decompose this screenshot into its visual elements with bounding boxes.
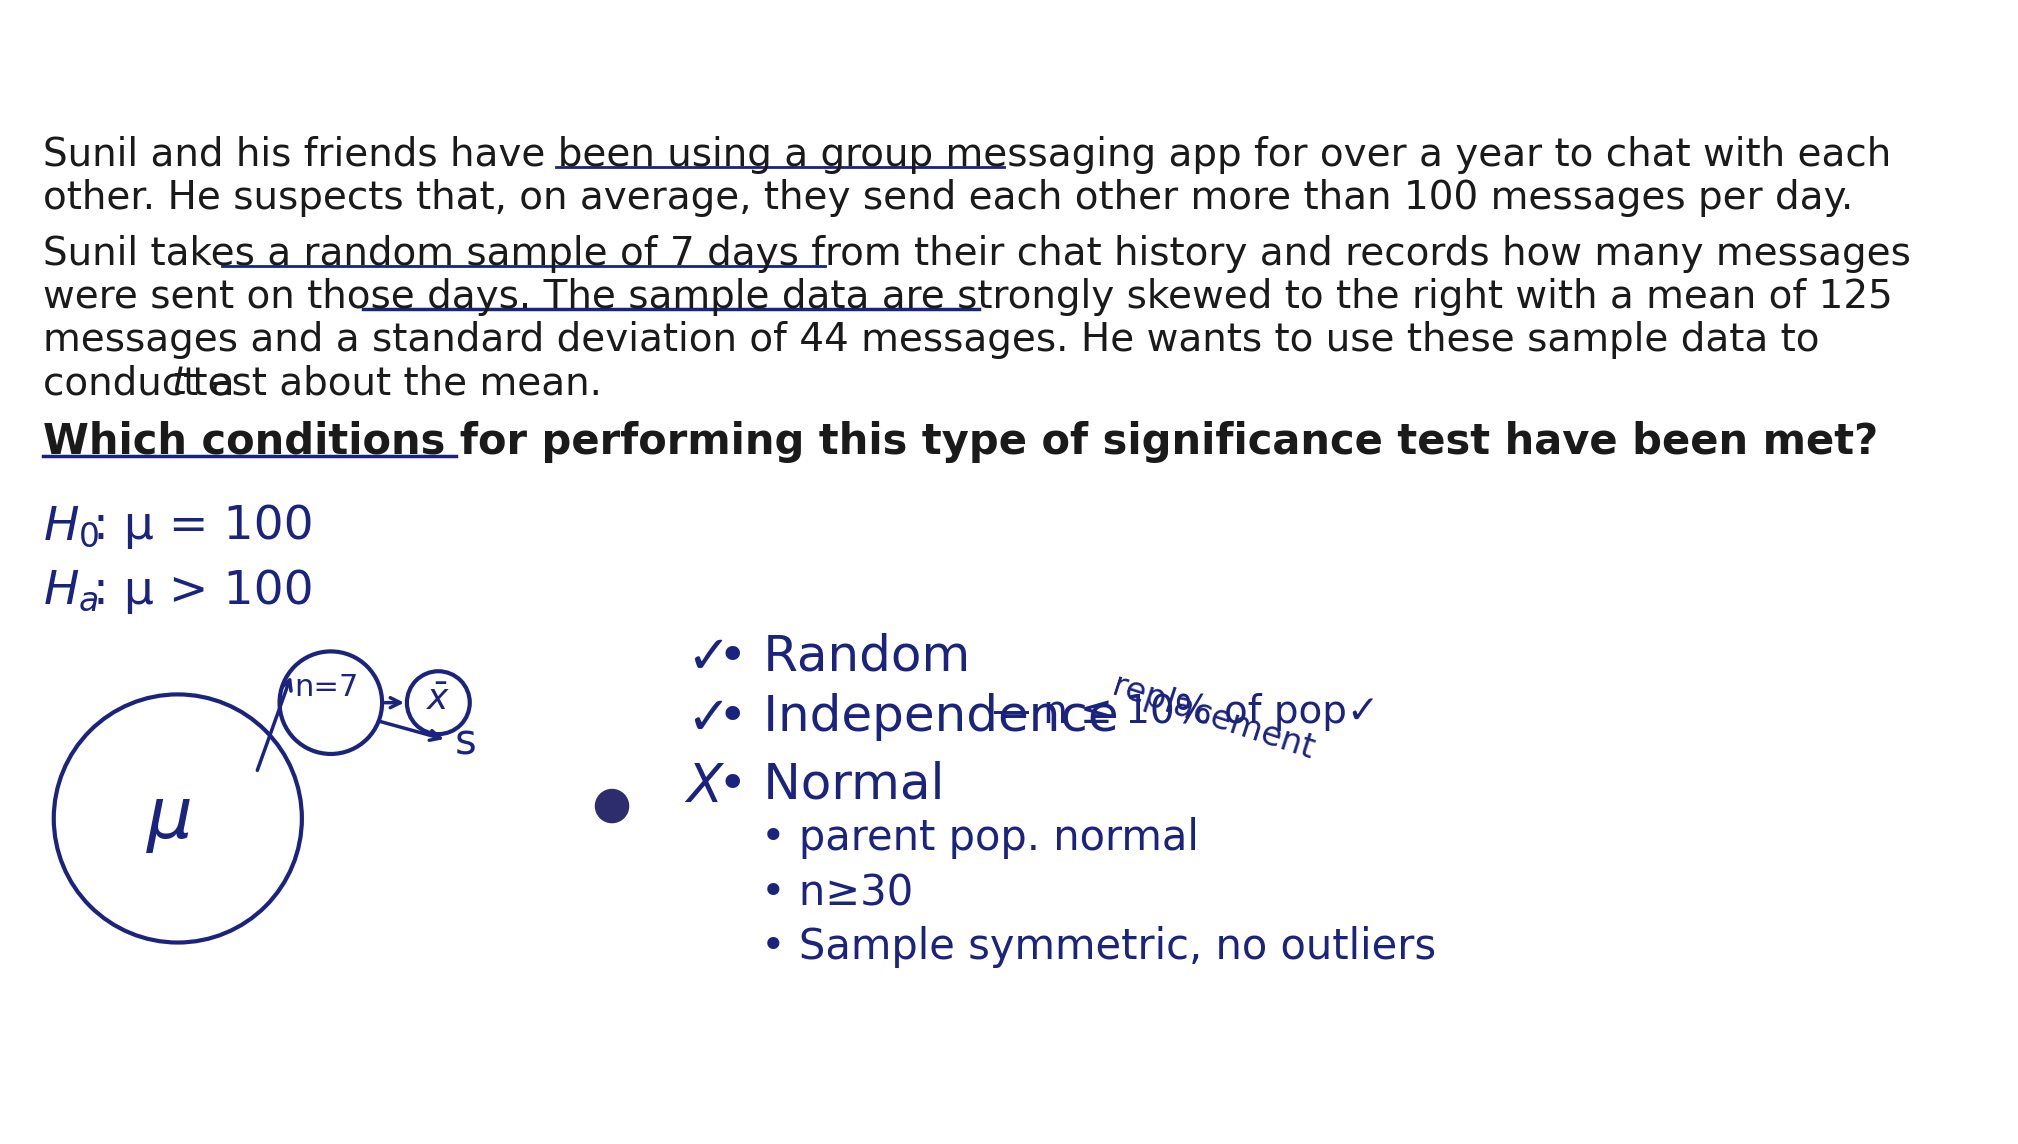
Text: X: X <box>686 761 722 812</box>
Text: Sunil and his friends have been using a group messaging app for over a year to c: Sunil and his friends have been using a … <box>42 136 1891 174</box>
Text: messages and a standard deviation of 44 messages. He wants to use these sample d: messages and a standard deviation of 44 … <box>42 321 1820 359</box>
Text: n=7: n=7 <box>295 674 359 702</box>
Text: ✓: ✓ <box>686 633 731 684</box>
Text: other. He suspects that, on average, they send each other more than 100 messages: other. He suspects that, on average, the… <box>42 180 1853 217</box>
Text: : μ = 100: : μ = 100 <box>93 505 313 549</box>
Text: • Independence: • Independence <box>718 693 1118 741</box>
Text: — n ≤ 10% of pop✓: — n ≤ 10% of pop✓ <box>993 693 1380 731</box>
Text: • n≥30: • n≥30 <box>761 872 912 914</box>
Text: Sunil takes a random sample of 7 days from their chat history and records how ma: Sunil takes a random sample of 7 days fr… <box>42 236 1911 273</box>
Text: test about the mean.: test about the mean. <box>180 365 601 403</box>
Circle shape <box>595 789 628 823</box>
Text: t: t <box>172 365 186 403</box>
Text: $H_a$: $H_a$ <box>42 569 99 613</box>
Text: • Random: • Random <box>718 633 971 681</box>
Text: replacement: replacement <box>1108 669 1318 766</box>
Text: • parent pop. normal: • parent pop. normal <box>761 817 1199 859</box>
Text: conduct a: conduct a <box>42 365 246 403</box>
Text: • Normal: • Normal <box>718 761 944 809</box>
Text: Which conditions for performing this type of significance test have been met?: Which conditions for performing this typ… <box>42 421 1879 463</box>
Text: ✓: ✓ <box>686 693 731 745</box>
Text: : μ > 100: : μ > 100 <box>93 569 313 613</box>
Text: $\bar{x}$: $\bar{x}$ <box>426 683 450 717</box>
Text: • Sample symmetric, no outliers: • Sample symmetric, no outliers <box>761 925 1437 968</box>
Text: μ: μ <box>147 784 192 853</box>
Text: s: s <box>454 722 476 763</box>
Text: $H_0$: $H_0$ <box>42 505 99 549</box>
Text: were sent on those days. The sample data are strongly skewed to the right with a: were sent on those days. The sample data… <box>42 278 1893 317</box>
